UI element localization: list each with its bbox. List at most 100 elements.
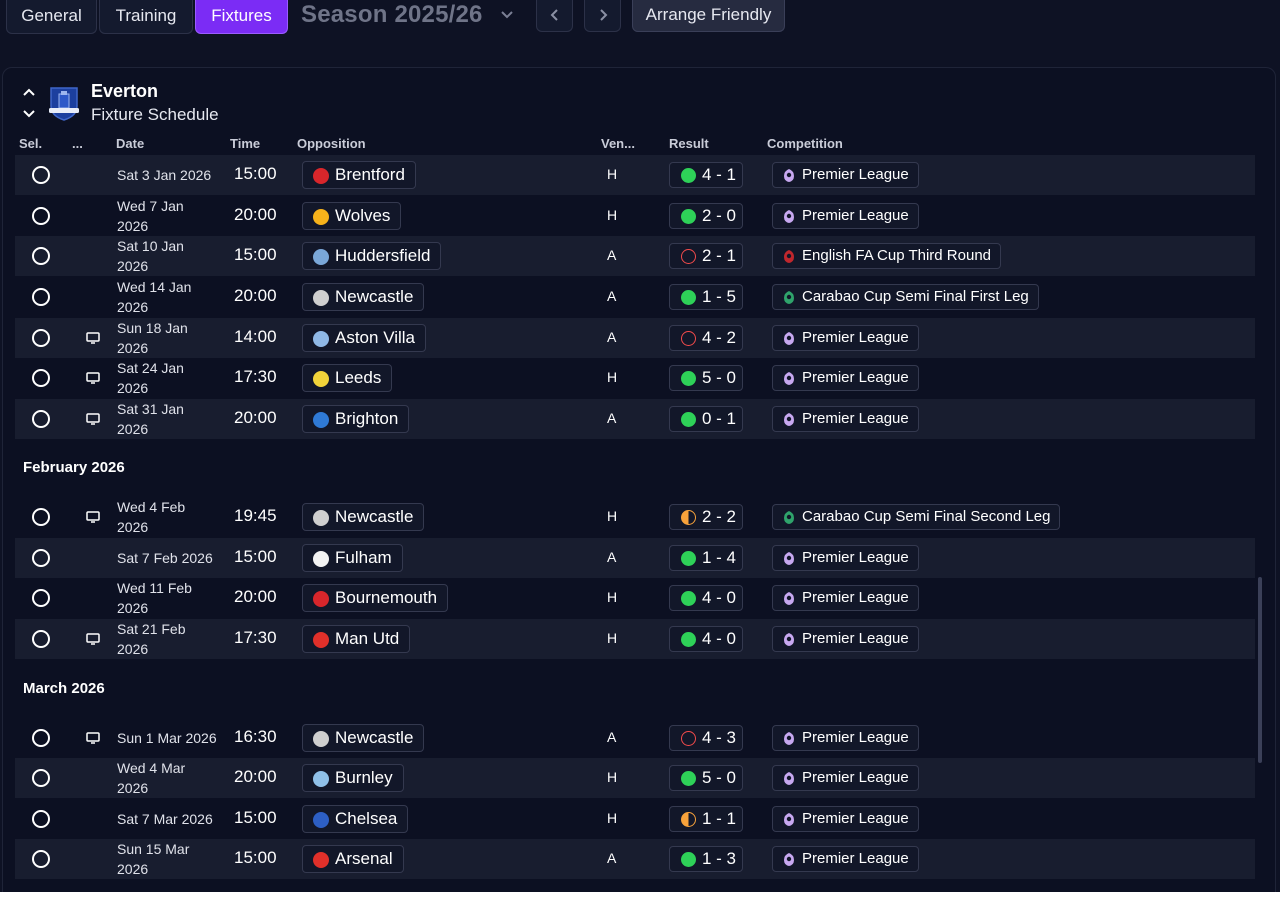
competition-name[interactable]: Premier League bbox=[802, 589, 909, 606]
select-radio[interactable] bbox=[32, 549, 50, 567]
column-header-opposition[interactable]: Opposition bbox=[297, 136, 366, 151]
chevron-down-icon[interactable] bbox=[22, 108, 36, 120]
opposition-name[interactable]: Burnley bbox=[335, 768, 393, 787]
select-radio[interactable] bbox=[32, 630, 50, 648]
opposition-name[interactable]: Brentford bbox=[335, 165, 405, 184]
scrollbar-thumb[interactable] bbox=[1258, 577, 1262, 763]
column-header-date[interactable]: Date bbox=[116, 136, 145, 151]
opposition-button[interactable]: Arsenal bbox=[302, 845, 404, 873]
competition-button[interactable]: Premier League bbox=[772, 365, 919, 391]
opposition-button[interactable]: Newcastle bbox=[302, 724, 425, 752]
column-header-venue[interactable]: Ven... bbox=[601, 136, 635, 151]
fixture-row[interactable]: Sat 3 Jan 2026 15:00 Brentford H 4 - 1 P… bbox=[15, 155, 1255, 195]
select-radio[interactable] bbox=[32, 769, 50, 787]
select-radio[interactable] bbox=[32, 508, 50, 526]
competition-button[interactable]: Premier League bbox=[772, 203, 919, 229]
competition-name[interactable]: Premier League bbox=[802, 166, 909, 183]
competition-button[interactable]: Premier League bbox=[772, 585, 919, 611]
competition-button[interactable]: Premier League bbox=[772, 325, 919, 351]
column-header-more[interactable]: ... bbox=[72, 136, 83, 151]
select-radio[interactable] bbox=[32, 589, 50, 607]
competition-button[interactable]: Carabao Cup Semi Final First Leg bbox=[772, 284, 1039, 310]
competition-name[interactable]: Premier League bbox=[802, 410, 909, 427]
competition-name[interactable]: Premier League bbox=[802, 810, 909, 827]
fixture-row[interactable]: Wed 7 Jan 2026 20:00 Wolves H 2 - 0 Prem… bbox=[15, 196, 1255, 236]
opposition-name[interactable]: Fulham bbox=[335, 548, 392, 567]
select-radio[interactable] bbox=[32, 369, 50, 387]
competition-button[interactable]: Premier League bbox=[772, 406, 919, 432]
opposition-button[interactable]: Bournemouth bbox=[302, 584, 449, 612]
select-radio[interactable] bbox=[32, 166, 50, 184]
opposition-name[interactable]: Bournemouth bbox=[335, 588, 438, 607]
select-radio[interactable] bbox=[32, 247, 50, 265]
result-button[interactable]: 4 - 0 bbox=[669, 585, 743, 611]
opposition-name[interactable]: Newcastle bbox=[335, 728, 414, 747]
opposition-button[interactable]: Burnley bbox=[302, 764, 404, 792]
competition-button[interactable]: Premier League bbox=[772, 162, 919, 188]
competition-button[interactable]: Premier League bbox=[772, 765, 919, 791]
chevron-down-icon[interactable] bbox=[499, 6, 515, 22]
fixture-row[interactable]: Sun 18 Jan 2026 14:00 Aston Villa A 4 - … bbox=[15, 318, 1255, 358]
fixture-row[interactable]: Wed 14 Jan 2026 20:00 Newcastle A 1 - 5 … bbox=[15, 277, 1255, 317]
arrange-friendly-button[interactable]: Arrange Friendly bbox=[632, 0, 785, 32]
select-radio[interactable] bbox=[32, 810, 50, 828]
competition-button[interactable]: Premier League bbox=[772, 545, 919, 571]
opposition-button[interactable]: Wolves bbox=[302, 202, 402, 230]
competition-name[interactable]: Premier League bbox=[802, 769, 909, 786]
competition-button[interactable]: Premier League bbox=[772, 725, 919, 751]
result-button[interactable]: 5 - 0 bbox=[669, 765, 743, 791]
competition-button[interactable]: Premier League bbox=[772, 846, 919, 872]
opposition-name[interactable]: Leeds bbox=[335, 368, 382, 387]
result-button[interactable]: 1 - 1 bbox=[669, 806, 743, 832]
result-button[interactable]: 5 - 0 bbox=[669, 365, 743, 391]
fixture-row[interactable]: Sat 7 Feb 2026 15:00 Fulham A 1 - 4 Prem… bbox=[15, 538, 1255, 578]
fixture-row[interactable]: Sat 21 Feb 2026 17:30 Man Utd H 4 - 0 Pr… bbox=[15, 619, 1255, 659]
result-button[interactable]: 4 - 2 bbox=[669, 325, 743, 351]
select-radio[interactable] bbox=[32, 329, 50, 347]
season-selector[interactable]: Season 2025/26 bbox=[301, 1, 483, 28]
opposition-button[interactable]: Newcastle bbox=[302, 503, 425, 531]
tab-fixtures[interactable]: Fixtures bbox=[195, 0, 288, 34]
competition-name[interactable]: Carabao Cup Semi Final Second Leg bbox=[802, 508, 1051, 525]
fixture-row[interactable]: Sat 31 Jan 2026 20:00 Brighton A 0 - 1 P… bbox=[15, 399, 1255, 439]
result-button[interactable]: 2 - 1 bbox=[669, 243, 743, 269]
competition-name[interactable]: Premier League bbox=[802, 850, 909, 867]
next-season-button[interactable] bbox=[584, 0, 621, 32]
select-radio[interactable] bbox=[32, 207, 50, 225]
competition-name[interactable]: Premier League bbox=[802, 729, 909, 746]
competition-name[interactable]: Premier League bbox=[802, 369, 909, 386]
fixture-row[interactable]: Sun 15 Mar 2026 15:00 Arsenal A 1 - 3 Pr… bbox=[15, 839, 1255, 879]
opposition-name[interactable]: Arsenal bbox=[335, 849, 393, 868]
select-radio[interactable] bbox=[32, 410, 50, 428]
opposition-button[interactable]: Leeds bbox=[302, 364, 393, 392]
fixture-row[interactable]: Wed 4 Mar 2026 20:00 Burnley H 5 - 0 Pre… bbox=[15, 758, 1255, 798]
result-button[interactable]: 2 - 0 bbox=[669, 203, 743, 229]
select-radio[interactable] bbox=[32, 850, 50, 868]
result-button[interactable]: 1 - 3 bbox=[669, 846, 743, 872]
opposition-name[interactable]: Chelsea bbox=[335, 809, 398, 828]
competition-button[interactable]: English FA Cup Third Round bbox=[772, 243, 1002, 269]
opposition-name[interactable]: Man Utd bbox=[335, 629, 400, 648]
competition-name[interactable]: Premier League bbox=[802, 329, 909, 346]
opposition-name[interactable]: Aston Villa bbox=[335, 328, 416, 347]
opposition-button[interactable]: Fulham bbox=[302, 544, 403, 572]
opposition-button[interactable]: Huddersfield bbox=[302, 242, 442, 270]
opposition-button[interactable]: Newcastle bbox=[302, 283, 425, 311]
opposition-button[interactable]: Aston Villa bbox=[302, 324, 427, 352]
competition-button[interactable]: Premier League bbox=[772, 806, 919, 832]
column-header-result[interactable]: Result bbox=[669, 136, 709, 151]
column-header-time[interactable]: Time bbox=[230, 136, 261, 151]
previous-season-button[interactable] bbox=[536, 0, 573, 32]
opposition-name[interactable]: Wolves bbox=[335, 206, 391, 225]
fixture-row[interactable]: Sat 24 Jan 2026 17:30 Leeds H 5 - 0 Prem… bbox=[15, 358, 1255, 398]
result-button[interactable]: 4 - 3 bbox=[669, 725, 743, 751]
competition-name[interactable]: Carabao Cup Semi Final First Leg bbox=[802, 288, 1029, 305]
opposition-button[interactable]: Brentford bbox=[302, 161, 416, 189]
competition-name[interactable]: English FA Cup Third Round bbox=[802, 247, 992, 264]
competition-name[interactable]: Premier League bbox=[802, 630, 909, 647]
result-button[interactable]: 2 - 2 bbox=[669, 504, 743, 530]
chevron-up-icon[interactable] bbox=[22, 86, 36, 98]
column-header-select[interactable]: Sel. bbox=[19, 136, 43, 151]
fixture-row[interactable]: Wed 11 Feb 2026 20:00 Bournemouth H 4 - … bbox=[15, 578, 1255, 618]
opposition-name[interactable]: Newcastle bbox=[335, 507, 414, 526]
